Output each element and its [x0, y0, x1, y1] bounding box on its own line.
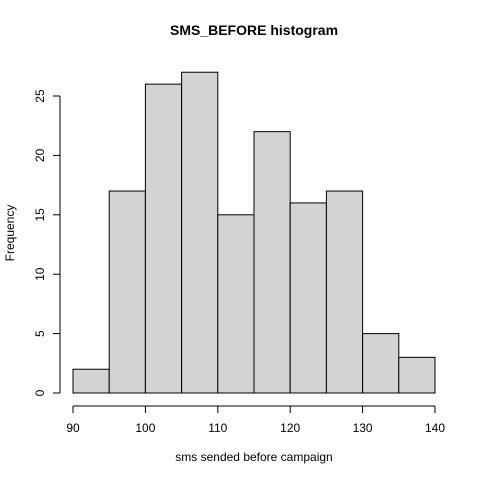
bar-115-120 [253, 131, 291, 394]
bar-105-110 [181, 71, 219, 394]
y-tick-label-5: 5 [33, 330, 47, 337]
y-axis: 0 5 10 15 20 25 [33, 89, 61, 396]
bars-group [72, 71, 436, 394]
bar-90-95 [72, 368, 110, 394]
x-axis-label: sms sended before campaign [175, 450, 332, 464]
y-tick-label-10: 10 [33, 267, 47, 281]
x-tick-label-120: 120 [280, 421, 300, 435]
x-tick-label-130: 130 [353, 421, 373, 435]
bar-120-125 [289, 202, 327, 394]
bar-100-105 [144, 83, 183, 394]
x-tick-label-110: 110 [208, 421, 227, 435]
x-tick-label-140: 140 [425, 421, 445, 435]
y-tick-label-0: 0 [33, 389, 47, 396]
y-axis-label: Frequency [3, 205, 17, 262]
x-tick-label-100: 100 [135, 421, 155, 435]
y-tick-label-20: 20 [33, 148, 47, 162]
x-axis: 90 100 110 120 130 140 [66, 405, 445, 435]
bar-135-140 [398, 356, 436, 394]
bar-125-130 [325, 190, 364, 394]
bar-95-100 [108, 190, 146, 394]
chart-title: SMS_BEFORE histogram [170, 22, 338, 38]
y-tick-label-25: 25 [33, 89, 47, 103]
x-tick-label-90: 90 [66, 421, 80, 435]
y-tick-label-15: 15 [33, 208, 47, 222]
bar-110-115 [217, 214, 255, 394]
bar-130-135 [362, 333, 400, 394]
